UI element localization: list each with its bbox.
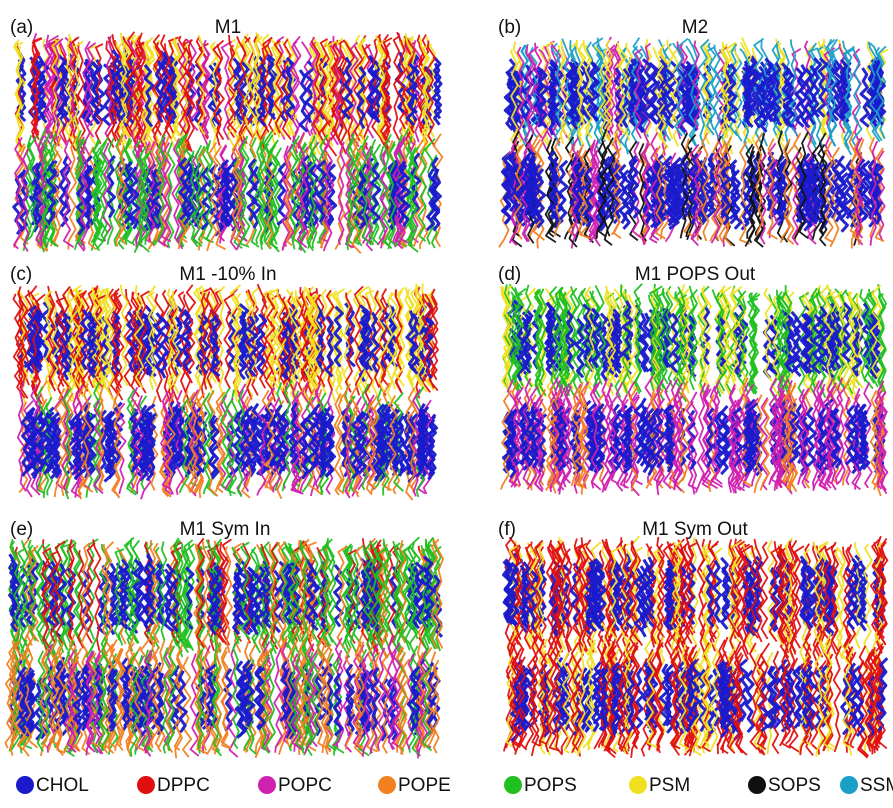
legend-swatch [748,776,766,794]
legend-swatch [16,776,34,794]
legend-label: CHOL [36,775,89,796]
legend-label: SOPS [768,775,821,796]
panel-label: (c) [10,264,32,285]
lipid [172,139,181,242]
panel-title: M1 Sym In [180,519,271,540]
legend-label: SSM [860,775,893,796]
lipid [394,36,401,140]
membrane-panel [5,537,443,758]
membrane-panel [501,284,888,496]
panel-label: (f) [498,519,516,540]
legend-swatch [258,776,276,794]
lipid [635,668,643,730]
legend-label: POPC [278,775,332,796]
membrane-panel [504,536,888,758]
legend-label: POPE [398,775,451,796]
membrane-panel [13,283,438,500]
panel-title: M1 Sym Out [642,519,748,540]
panel-label: (d) [498,264,521,285]
legend-label: POPS [524,775,577,796]
legend-swatch [504,776,522,794]
lipid [864,544,872,655]
legend-swatch [629,776,647,794]
lipid [852,46,861,151]
lipid [746,671,753,733]
lipid [846,406,854,465]
lipid [68,136,77,249]
panel-label: (a) [10,17,33,38]
legend-label: DPPC [157,775,210,796]
legend-swatch [378,776,396,794]
panel-label: (e) [10,519,33,540]
panel-title: M1 [215,17,241,38]
lipid [834,646,841,752]
membrane-panel [14,32,443,253]
panel-title: M2 [682,17,708,38]
panel-title: M1 POPS Out [635,264,756,285]
panel-label: (b) [498,17,521,38]
legend-swatch [840,776,858,794]
legend-swatch [137,776,155,794]
legend-label: PSM [649,775,690,796]
lipid [120,285,128,386]
membrane-panel [499,37,888,249]
panel-title: M1 -10% In [179,264,276,285]
lipid [811,642,819,751]
